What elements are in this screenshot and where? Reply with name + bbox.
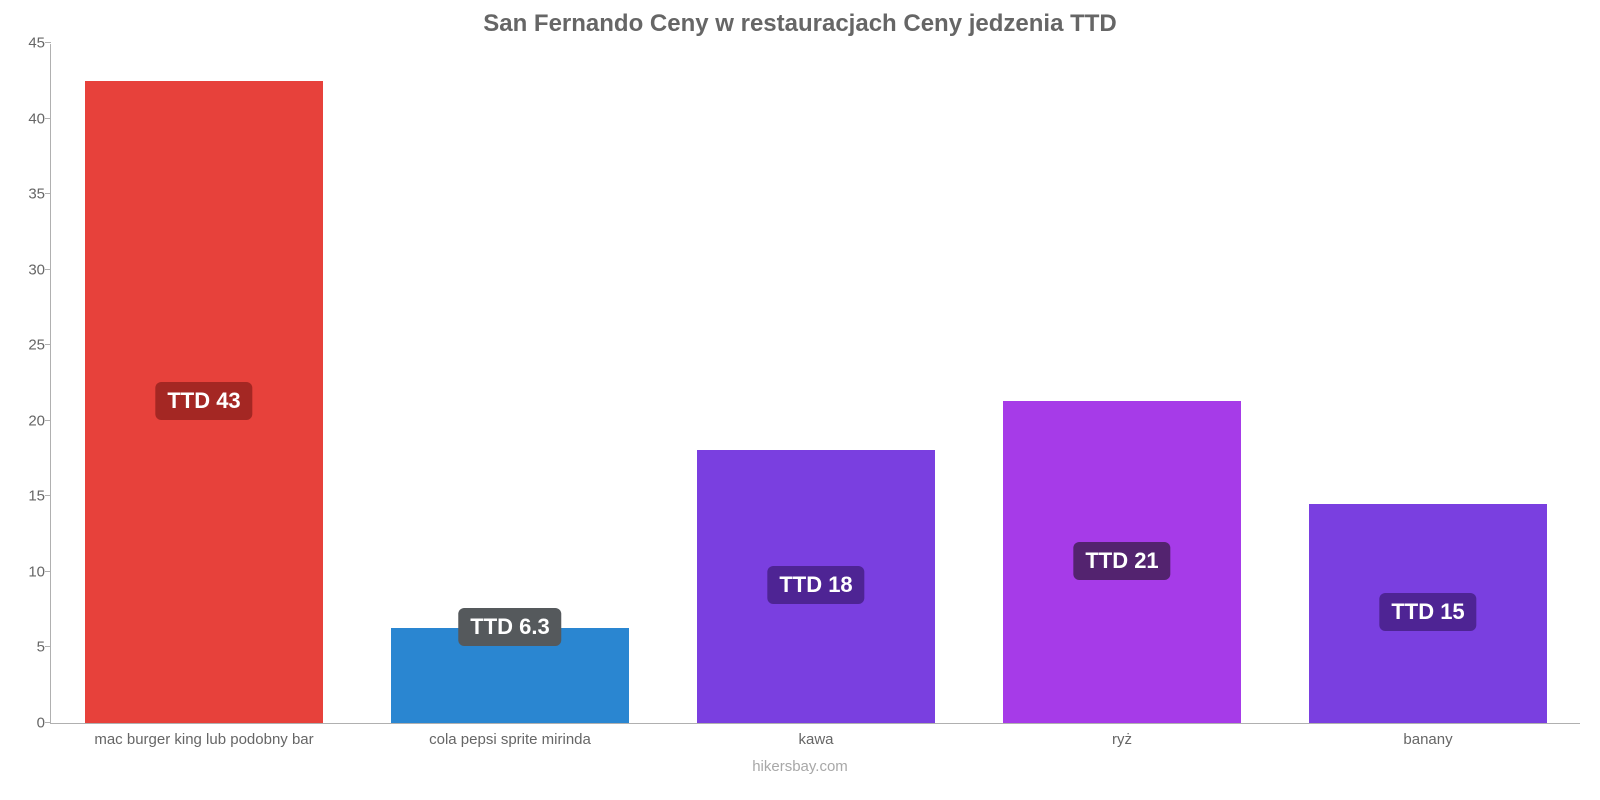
x-category-label: cola pepsi sprite mirinda	[429, 731, 591, 748]
x-category-label: ryż	[1112, 731, 1132, 748]
bar-value-label: TTD 43	[155, 382, 252, 420]
plot-area: 051015202530354045TTD 43mac burger king …	[50, 44, 1580, 724]
y-tick-mark	[45, 722, 51, 723]
y-tick-label: 5	[11, 639, 45, 656]
y-tick-mark	[45, 420, 51, 421]
y-tick-label: 30	[11, 261, 45, 278]
bar-value-label: TTD 18	[767, 566, 864, 604]
y-tick-mark	[45, 646, 51, 647]
y-tick-mark	[45, 42, 51, 43]
x-category-label: banany	[1403, 731, 1452, 748]
y-tick-mark	[45, 193, 51, 194]
y-tick-label: 10	[11, 563, 45, 580]
y-tick-mark	[45, 344, 51, 345]
y-tick-label: 20	[11, 412, 45, 429]
chart-title: San Fernando Ceny w restauracjach Ceny j…	[0, 10, 1600, 38]
x-category-label: kawa	[798, 731, 833, 748]
y-tick-label: 35	[11, 186, 45, 203]
y-tick-label: 45	[11, 35, 45, 52]
y-tick-label: 40	[11, 110, 45, 127]
y-tick-mark	[45, 269, 51, 270]
bar-value-label: TTD 6.3	[458, 608, 561, 646]
chart-footer: hikersbay.com	[0, 758, 1600, 775]
bar-value-label: TTD 21	[1073, 542, 1170, 580]
y-tick-mark	[45, 571, 51, 572]
price-bar-chart: San Fernando Ceny w restauracjach Ceny j…	[0, 0, 1600, 800]
y-tick-label: 15	[11, 488, 45, 505]
y-tick-mark	[45, 495, 51, 496]
y-tick-mark	[45, 118, 51, 119]
y-tick-label: 25	[11, 337, 45, 354]
bar-value-label: TTD 15	[1379, 593, 1476, 631]
x-category-label: mac burger king lub podobny bar	[94, 731, 313, 748]
y-tick-label: 0	[11, 715, 45, 732]
